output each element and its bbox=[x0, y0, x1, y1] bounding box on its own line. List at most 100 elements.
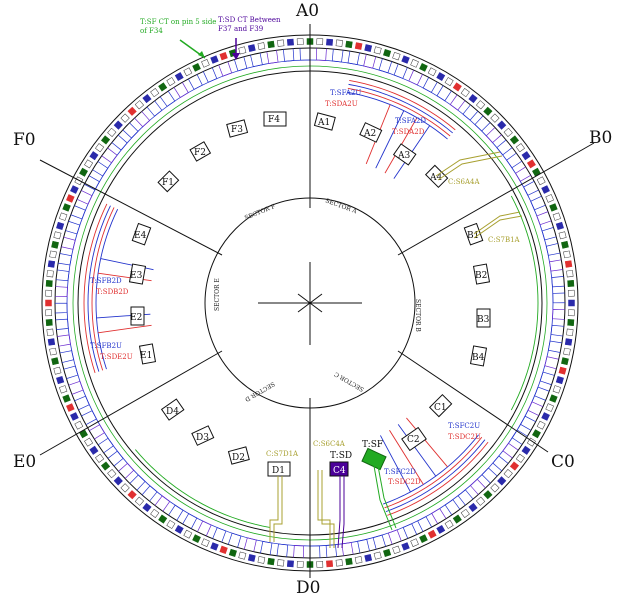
connector-pin bbox=[62, 394, 71, 403]
label-tsda2d: T:SDA2D bbox=[392, 128, 425, 136]
axis-label-a0: A0 bbox=[296, 1, 320, 21]
connector-pin bbox=[51, 357, 59, 366]
connector-pin bbox=[383, 49, 392, 58]
connector-pin bbox=[468, 502, 478, 513]
svg-text:E3: E3 bbox=[130, 271, 143, 281]
connector-pin bbox=[120, 113, 130, 123]
connector-pin bbox=[277, 559, 285, 567]
svg-text:E2: E2 bbox=[130, 313, 142, 323]
connector-pin bbox=[210, 55, 219, 64]
connector-pin bbox=[45, 309, 53, 317]
wire-loop bbox=[363, 54, 377, 69]
label-cs7b1a: C:S7B1A bbox=[488, 236, 521, 244]
chamber-a4: A4 bbox=[424, 164, 449, 189]
connector-pin bbox=[563, 250, 571, 259]
connector-pin bbox=[545, 194, 554, 203]
wire-loop bbox=[316, 48, 327, 61]
connector-pin bbox=[532, 429, 541, 439]
connector-pin bbox=[70, 412, 79, 421]
connector-pin bbox=[59, 385, 68, 394]
wire-loop bbox=[111, 134, 128, 151]
connector-pin bbox=[444, 77, 454, 87]
wire-loop bbox=[118, 462, 135, 479]
connector-pin bbox=[552, 385, 561, 394]
wire-loop bbox=[502, 442, 519, 459]
svg-text:F2: F2 bbox=[194, 148, 206, 158]
label-tsda2u: T:SDA2U bbox=[325, 100, 358, 108]
wire-loop bbox=[76, 190, 93, 205]
svg-text:A2: A2 bbox=[363, 129, 376, 139]
label-cs6a4a: C:S6A4A bbox=[448, 178, 480, 186]
wire-loop bbox=[212, 527, 227, 543]
chamber-f1: F1 bbox=[157, 170, 180, 193]
label-tsf: T:SF bbox=[362, 440, 383, 450]
chamber-a3: A3 bbox=[392, 143, 417, 166]
sector-b-label: SECTOR B bbox=[414, 299, 421, 332]
connector-pin bbox=[166, 77, 176, 87]
wire-loop bbox=[202, 67, 218, 83]
svg-text:D2: D2 bbox=[232, 453, 245, 463]
svg-text:C2: C2 bbox=[407, 435, 420, 445]
wire-loop bbox=[325, 544, 338, 558]
label-tsde2u: T:SDE2U bbox=[100, 353, 133, 361]
trace-bundle-a bbox=[348, 83, 453, 134]
svg-text:A3: A3 bbox=[397, 151, 410, 161]
wire-loop bbox=[545, 243, 561, 256]
wire-loop bbox=[530, 195, 546, 211]
connector-pin bbox=[354, 42, 363, 50]
wire-loop bbox=[54, 302, 68, 314]
connector-pin bbox=[563, 347, 571, 356]
connector-pin bbox=[47, 338, 56, 346]
wire-loop bbox=[444, 499, 461, 516]
connector-pin bbox=[561, 240, 569, 249]
connector-pin bbox=[201, 538, 210, 547]
chamber-e3: E3 bbox=[128, 263, 147, 285]
connector-pin bbox=[460, 88, 470, 98]
trace-bundle-e bbox=[87, 205, 111, 372]
wire-loop bbox=[293, 545, 304, 558]
wire-loop bbox=[492, 455, 509, 472]
connector-pin bbox=[427, 67, 437, 77]
wire-loop bbox=[485, 127, 502, 144]
wire-loop bbox=[56, 269, 70, 282]
wire-loop bbox=[341, 542, 354, 556]
connector-pin bbox=[53, 231, 62, 240]
wire-loop bbox=[511, 429, 528, 445]
connector-pin bbox=[150, 88, 160, 98]
wire-loop bbox=[134, 111, 151, 128]
connector-pin bbox=[296, 560, 304, 568]
c4-box: C4 bbox=[329, 461, 349, 477]
connector-pin bbox=[552, 212, 561, 221]
connector-pin bbox=[515, 453, 525, 463]
svg-text:D3: D3 bbox=[196, 433, 209, 443]
svg-text:B4: B4 bbox=[472, 353, 485, 363]
wire-loop bbox=[357, 538, 370, 554]
connector-pin bbox=[452, 82, 462, 92]
wire-loop bbox=[378, 58, 393, 74]
chamber-boxes: F4 F3 F2 F1 A1 A2 A3 A4 B1 B2 B3 B4 C1 C… bbox=[128, 111, 491, 477]
wire-loop bbox=[276, 543, 289, 557]
wire-loop bbox=[417, 516, 432, 532]
chamber-f3: F3 bbox=[226, 119, 249, 138]
wire-loop bbox=[55, 286, 68, 297]
radial-feeder bbox=[380, 435, 411, 493]
label-tsd: T:SD bbox=[330, 451, 352, 461]
connector-pin bbox=[392, 52, 401, 61]
connector-pin bbox=[401, 55, 410, 64]
connector-pin bbox=[84, 437, 94, 447]
connector-pin bbox=[521, 445, 531, 455]
wire-loop bbox=[182, 513, 198, 529]
wire-loop bbox=[154, 495, 171, 512]
c4-label: C4 bbox=[333, 466, 346, 476]
chamber-d2: D2 bbox=[227, 446, 250, 465]
connector-pin bbox=[436, 72, 446, 81]
connector-pin bbox=[134, 100, 145, 110]
label-tsdb2d: T:SDB2D bbox=[96, 288, 129, 296]
connector-pin bbox=[558, 366, 567, 375]
connector-pin bbox=[247, 554, 256, 562]
connector-pin bbox=[277, 39, 285, 47]
wire-loop bbox=[159, 90, 176, 107]
connector-pin bbox=[419, 534, 428, 543]
wire-loop bbox=[462, 104, 479, 121]
label-tsfc2u: T:SFC2U bbox=[448, 422, 480, 430]
